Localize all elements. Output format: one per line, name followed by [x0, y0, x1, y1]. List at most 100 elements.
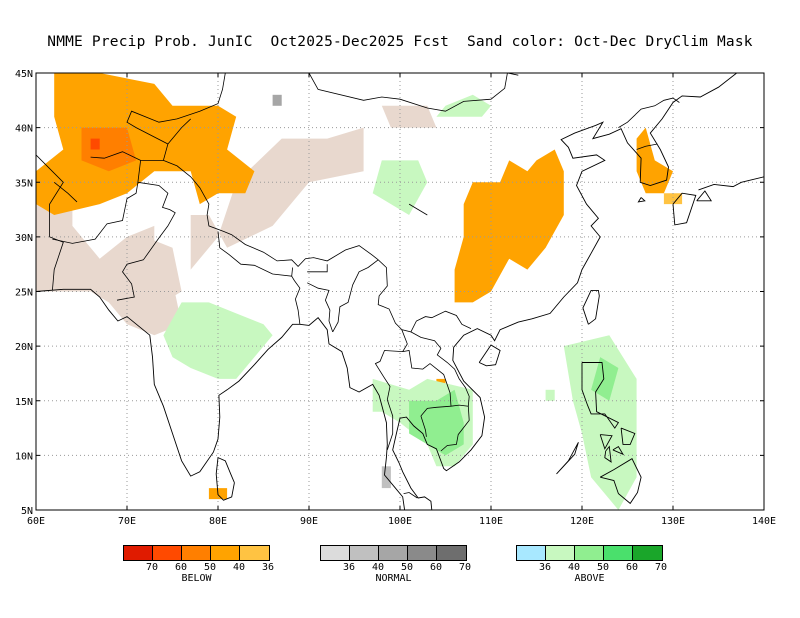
country-border: [374, 329, 408, 451]
legend-below: 70 60 50 40 36 BELOW: [123, 545, 274, 584]
country-border: [116, 181, 176, 301]
country-border: [53, 181, 78, 203]
legend-swatch: [437, 546, 466, 560]
map-title: NMME Precip Prob. JunIC Oct2025-Dec2025 …: [47, 34, 753, 50]
country-border: [217, 231, 293, 277]
legend-value-labels: 70 60 50 40 36: [123, 561, 274, 573]
legend-normal: 36 40 50 60 70 NORMAL: [320, 545, 471, 584]
coastline: [582, 289, 600, 325]
coastline: [612, 445, 625, 456]
country-border: [408, 203, 428, 216]
above-normal-region: [372, 160, 428, 215]
legend-swatch: [350, 546, 379, 560]
legend-above: 36 40 50 60 70 ABOVE: [516, 545, 667, 584]
legend-caption: BELOW: [181, 573, 212, 584]
below-normal-region: [454, 149, 564, 303]
y-tick-label: 25N: [15, 288, 33, 299]
country-border: [307, 282, 334, 333]
legend-swatch: [321, 546, 350, 560]
coastline: [696, 190, 713, 202]
country-border: [410, 331, 470, 407]
legend-swatch: [408, 546, 437, 560]
country-border: [126, 73, 226, 161]
country-border: [286, 73, 519, 112]
legend-value-label: 50: [596, 562, 610, 573]
legend-swatch: [379, 546, 408, 560]
legend-value-label: 60: [625, 562, 639, 573]
legend-swatch: [575, 546, 604, 560]
legend-swatch: [604, 546, 633, 560]
dry-climate-mask-area: [36, 182, 182, 336]
near-normal-region: [272, 94, 282, 106]
country-border: [307, 264, 328, 273]
country-border: [332, 259, 379, 333]
legend-value-label: 36: [261, 562, 275, 573]
legend-value-label: 70: [145, 562, 159, 573]
legend-value-label: 60: [174, 562, 188, 573]
country-border: [403, 492, 418, 499]
country-border: [282, 29, 291, 51]
dry-climate-mask-area: [145, 236, 182, 303]
y-tick-label: 15N: [15, 397, 33, 408]
legend-swatch: [240, 546, 269, 560]
below-normal-region: [36, 73, 255, 215]
legend-caption: ABOVE: [574, 573, 605, 584]
legend-swatch: [211, 546, 240, 560]
legend-value-label: 60: [429, 562, 443, 573]
coastline: [215, 456, 235, 501]
x-tick-label: 70E: [118, 516, 136, 527]
below-normal-region: [663, 193, 683, 205]
country-border: [52, 151, 142, 244]
below-normal-region: [81, 127, 137, 172]
legend-swatch: [633, 546, 662, 560]
legend-color-bar: [123, 545, 270, 561]
country-border: [291, 275, 301, 325]
coastline: [36, 288, 406, 510]
country-border: [420, 415, 427, 437]
legend-caption: NORMAL: [375, 573, 412, 584]
coastline: [620, 427, 636, 445]
y-tick-label: 30N: [15, 233, 33, 244]
x-tick-label: 100E: [388, 516, 412, 527]
coastline: [698, 176, 764, 191]
x-tick-label: 110E: [479, 516, 503, 527]
coastline: [556, 442, 579, 475]
country-border: [420, 404, 470, 452]
country-border: [636, 143, 658, 150]
x-tick-label: 80E: [209, 516, 227, 527]
legend-swatch: [124, 546, 153, 560]
coastline: [478, 344, 501, 367]
y-tick-label: 45N: [15, 69, 33, 80]
x-tick-label: 60E: [27, 516, 45, 527]
legend-value-label: 40: [371, 562, 385, 573]
y-tick-label: 35N: [15, 178, 33, 189]
coastline: [599, 458, 642, 505]
y-tick-label: 40N: [15, 124, 33, 135]
country-border: [163, 160, 472, 333]
country-border: [402, 350, 452, 407]
country-border: [618, 97, 680, 128]
legend-swatch: [153, 546, 182, 560]
below-normal-region: [90, 138, 100, 150]
legend-swatch: [182, 546, 211, 560]
y-tick-label: 10N: [15, 451, 33, 462]
coastline: [637, 197, 646, 203]
above-normal-region: [436, 94, 491, 117]
legend-value-label: 50: [203, 562, 217, 573]
x-tick-label: 140E: [752, 516, 776, 527]
dry-climate-mask-area: [381, 105, 437, 128]
legend-value-label: 70: [654, 562, 668, 573]
legend-value-labels: 36 40 50 60 70: [320, 561, 471, 573]
below-normal-region: [636, 127, 673, 194]
y-tick-label: 20N: [15, 342, 33, 353]
legend-swatch: [517, 546, 546, 560]
legend-value-labels: 36 40 50 60 70: [516, 561, 667, 573]
y-tick-label: 5N: [21, 506, 33, 517]
dry-climate-mask-area: [190, 127, 364, 270]
legend-color-bar: [516, 545, 663, 561]
above-normal-region: [163, 302, 273, 379]
above-normal-region: [545, 389, 555, 401]
x-tick-label: 130E: [661, 516, 685, 527]
coastline: [604, 445, 612, 463]
